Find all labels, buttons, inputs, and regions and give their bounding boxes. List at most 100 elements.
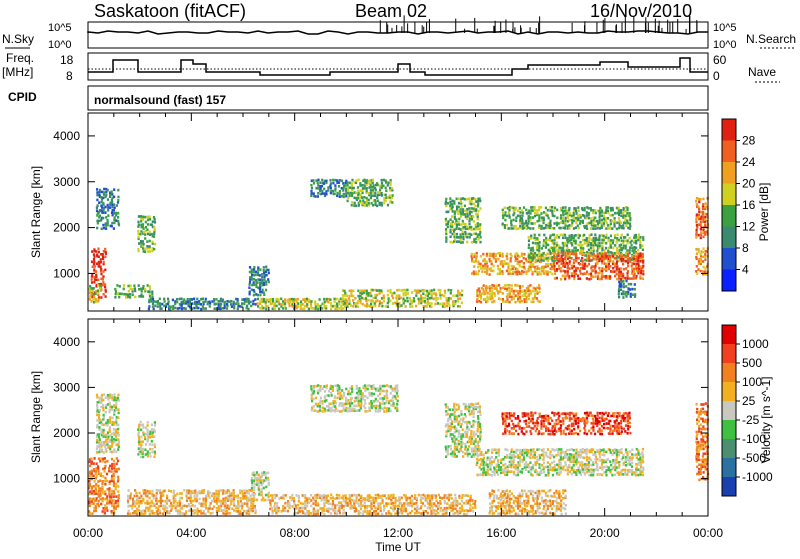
- echo-cell: [230, 503, 232, 506]
- echo-cell: [99, 479, 101, 482]
- echo-cell: [174, 494, 176, 497]
- echo-cell: [445, 198, 447, 201]
- echo-cell: [479, 231, 481, 234]
- echo-cell: [390, 179, 392, 182]
- echo-cell: [315, 305, 317, 308]
- echo-cell: [536, 209, 538, 212]
- echo-cell: [164, 507, 166, 510]
- echo-cell: [289, 496, 291, 499]
- echo-cell: [211, 495, 213, 498]
- echo-cell: [196, 301, 198, 304]
- echo-cell: [398, 505, 400, 508]
- echo-cell: [699, 198, 701, 201]
- echo-cell: [612, 260, 614, 263]
- echo-cell: [106, 495, 108, 498]
- echo-cell: [513, 265, 515, 268]
- echo-cell: [573, 262, 575, 265]
- echo-cell: [356, 496, 358, 499]
- echo-cell: [560, 257, 562, 260]
- echo-cell: [297, 302, 299, 305]
- echo-cell: [100, 268, 102, 271]
- echo-cell: [202, 301, 204, 304]
- echo-cell: [111, 445, 113, 448]
- echo-cell: [99, 493, 101, 496]
- echo-cell: [146, 507, 148, 510]
- echo-cell: [321, 185, 323, 188]
- echo-cell: [499, 255, 501, 258]
- echo-cell: [622, 258, 624, 261]
- echo-cell: [445, 494, 447, 497]
- echo-cell: [265, 479, 267, 482]
- echo-cell: [702, 236, 704, 239]
- echo-cell: [596, 220, 598, 223]
- echo-cell: [345, 494, 347, 497]
- echo-cell: [617, 233, 619, 236]
- echo-cell: [339, 505, 341, 508]
- echo-cell: [186, 505, 188, 508]
- echo-cell: [461, 510, 463, 513]
- echo-cell: [457, 297, 459, 300]
- echo-cell: [480, 267, 482, 270]
- echo-cell: [220, 500, 222, 503]
- echo-cell: [538, 234, 540, 237]
- echo-cell: [115, 401, 117, 404]
- echo-cell: [477, 261, 479, 264]
- echo-cell: [590, 227, 592, 230]
- echo-cell: [532, 222, 534, 225]
- echo-cell: [596, 250, 598, 253]
- echo-cell: [253, 289, 255, 292]
- echo-cell: [151, 490, 153, 493]
- echo-cell: [144, 251, 146, 254]
- noise-sky-line: [88, 31, 708, 34]
- echo-cell: [93, 253, 95, 256]
- echo-cell: [377, 508, 379, 511]
- echo-cell: [614, 265, 616, 268]
- echo-cell: [504, 219, 506, 222]
- echo-cell: [153, 248, 155, 251]
- echo-cell: [115, 409, 117, 412]
- echo-cell: [381, 403, 383, 406]
- echo-cell: [499, 298, 501, 301]
- echo-cell: [354, 297, 356, 300]
- echo-cell: [136, 510, 138, 513]
- echo-cell: [153, 497, 155, 500]
- echo-cell: [626, 219, 628, 222]
- echo-cell: [308, 299, 310, 302]
- echo-cell: [154, 421, 156, 424]
- echo-cell: [532, 249, 534, 252]
- echo-cell: [382, 385, 384, 388]
- echo-cell: [362, 303, 364, 306]
- echo-cell: [490, 253, 492, 256]
- echo-cell: [280, 298, 282, 301]
- echo-cell: [495, 260, 497, 263]
- noise-left-tick-top: 10^5: [48, 22, 72, 34]
- echo-cell: [161, 303, 163, 306]
- echo-cell: [334, 179, 336, 182]
- echo-cell: [347, 187, 349, 190]
- colorbar-segment: [722, 184, 736, 206]
- echo-cell: [452, 512, 454, 515]
- echo-cell: [353, 187, 355, 190]
- echo-cell: [377, 400, 379, 403]
- echo-cell: [327, 405, 329, 408]
- echo-cell: [462, 241, 464, 244]
- echo-cell: [343, 407, 345, 410]
- echo-cell: [90, 475, 92, 478]
- echo-cell: [267, 499, 269, 502]
- echo-cell: [567, 252, 569, 255]
- echo-cell: [391, 187, 393, 190]
- echo-cell: [629, 212, 631, 215]
- echo-cell: [407, 502, 409, 505]
- echo-cell: [198, 300, 200, 303]
- echo-cell: [564, 265, 566, 268]
- echo-cell: [188, 492, 190, 495]
- echo-cell: [354, 505, 356, 508]
- echo-cell: [185, 307, 187, 310]
- echo-cell: [316, 497, 318, 500]
- echo-cell: [534, 252, 536, 255]
- echo-cell: [149, 431, 151, 434]
- echo-cell: [151, 505, 153, 508]
- echo-cell: [118, 408, 120, 411]
- echo-cell: [534, 266, 536, 269]
- echo-cell: [102, 475, 104, 478]
